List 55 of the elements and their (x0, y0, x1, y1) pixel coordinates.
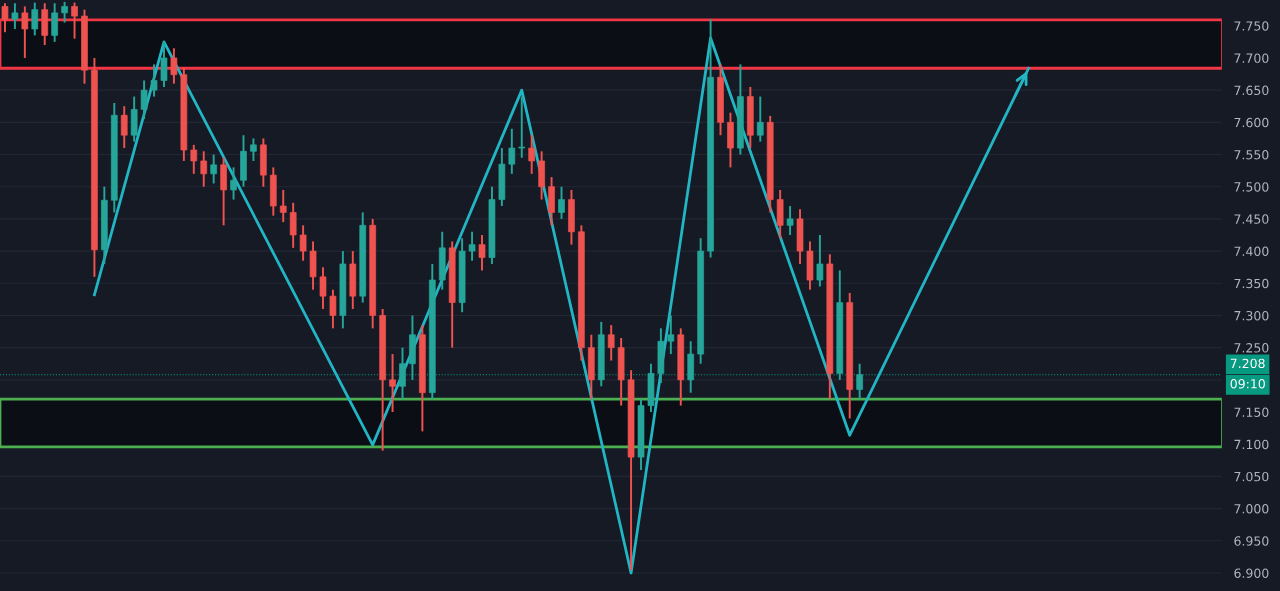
candlestick (399, 346, 406, 401)
candlestick (200, 150, 208, 188)
y-tick-label: 7.050 (1234, 471, 1269, 482)
y-tick-label: 7.500 (1234, 182, 1269, 192)
candlestick (11, 2, 19, 30)
candlestick (31, 1, 39, 37)
candlestick (140, 79, 148, 121)
y-tick-label: 7.650 (1234, 85, 1269, 96)
y-tick-label: 7.350 (1234, 278, 1269, 289)
candlestick (21, 5, 29, 59)
candlestick (190, 143, 198, 175)
y-tick-label: 7.750 (1234, 21, 1269, 31)
y-tick-label: 7.100 (1234, 439, 1269, 450)
candlestick (856, 362, 863, 401)
candlestick (607, 324, 615, 362)
candlestick (120, 105, 128, 150)
text: 09:10 (1230, 379, 1265, 389)
candlestick (51, 2, 58, 43)
candlestick (1, 2, 9, 34)
candlestick (289, 201, 297, 249)
candlestick (61, 0, 68, 24)
y-tick-label: 6.950 (1234, 536, 1269, 546)
candlestick (558, 185, 565, 220)
candlestick (756, 95, 764, 143)
candlestick (786, 205, 794, 236)
y-tick-label: 7.150 (1234, 407, 1269, 417)
candlestick (667, 314, 675, 356)
candlestick (230, 166, 237, 201)
candlestick (150, 63, 158, 98)
candlestick (389, 353, 396, 413)
candlestick (299, 224, 307, 262)
candlestick (478, 234, 486, 272)
candlestick (319, 266, 327, 310)
candlestick (508, 127, 516, 175)
candlestick (250, 137, 257, 162)
y-tick-label: 7.300 (1234, 310, 1269, 321)
candlestick (160, 40, 168, 88)
candlestick (528, 134, 536, 175)
candlestick (816, 234, 824, 288)
candlestick (210, 153, 217, 185)
candlestick (71, 1, 78, 40)
y-tick-label: 7.400 (1234, 246, 1269, 257)
y-tick-label: 7.000 (1234, 504, 1269, 514)
y-tick-label: 7.250 (1234, 343, 1269, 353)
y-tick-label: 7.450 (1234, 214, 1269, 224)
candlestick (279, 188, 287, 224)
candlestick (518, 95, 526, 159)
ref-line-label: 7.208 (1230, 358, 1265, 369)
candlestick (468, 230, 476, 262)
candlestick (329, 288, 337, 330)
y-tick-label: 7.550 (1234, 149, 1269, 160)
y-tick-label: 7.600 (1234, 117, 1269, 128)
y-tick-label: 7.700 (1234, 53, 1269, 63)
y-tick-label: 6.900 (1234, 568, 1269, 578)
candlestick (170, 47, 178, 85)
